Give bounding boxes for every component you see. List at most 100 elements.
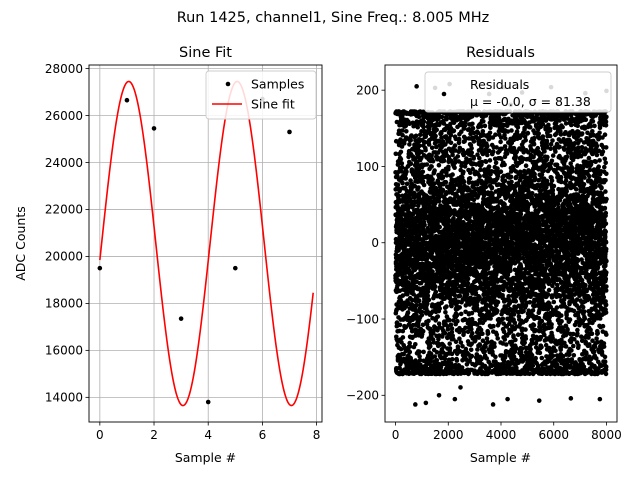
residual-point <box>407 349 413 355</box>
residual-point <box>508 174 514 180</box>
residual-point <box>432 354 438 359</box>
residual-point <box>400 128 405 133</box>
residual-point <box>457 336 462 342</box>
residual-point <box>523 327 528 332</box>
residuals-points-layer <box>393 81 609 407</box>
residual-point <box>447 346 453 351</box>
sine-fit-legend: Samples Sine fit <box>205 70 317 120</box>
residual-point <box>477 174 483 179</box>
residual-point <box>440 282 445 287</box>
residual-point <box>451 216 456 221</box>
residual-point <box>419 309 425 315</box>
residual-point <box>480 129 486 134</box>
residual-point <box>456 136 462 142</box>
residual-point <box>459 161 465 166</box>
residual-point <box>449 303 454 309</box>
residual-point <box>447 317 452 323</box>
residual-point <box>403 123 409 128</box>
residual-point <box>402 141 407 146</box>
residual-point <box>457 305 463 310</box>
residual-point <box>400 180 405 186</box>
residual-point <box>421 182 427 188</box>
residual-point <box>494 332 500 337</box>
residual-point <box>495 308 500 314</box>
residual-point <box>503 342 509 347</box>
residual-point <box>448 140 454 145</box>
residual-point <box>518 211 524 217</box>
sine-fit-x-tick-label: 2 <box>150 428 158 442</box>
residual-point <box>515 125 521 130</box>
residual-point <box>491 323 496 329</box>
sine-fit-x-tick-label: 6 <box>259 428 267 442</box>
residual-point <box>459 365 465 370</box>
legend-samples-label: Samples <box>251 77 304 92</box>
sample-point <box>287 129 292 135</box>
residual-point <box>405 310 411 315</box>
residual-point <box>430 309 435 314</box>
residual-point <box>458 311 464 317</box>
residual-point <box>470 331 475 336</box>
residual-point <box>504 151 510 156</box>
sine-fit-legend-box <box>205 70 317 120</box>
residual-point <box>430 315 435 321</box>
residual-point <box>477 343 483 348</box>
residual-point <box>420 179 426 184</box>
residual-point <box>428 343 433 349</box>
residual-point <box>513 337 518 343</box>
residual-point <box>404 136 409 141</box>
residual-point <box>479 159 485 165</box>
sample-point <box>97 265 103 271</box>
sine-fit-x-tick-label: 0 <box>96 428 104 442</box>
residual-point <box>468 347 474 353</box>
sine-fit-axes-frame <box>88 64 323 423</box>
residual-point <box>502 355 508 360</box>
residual-point <box>454 281 460 287</box>
residual-point <box>395 182 401 187</box>
residual-point <box>451 318 456 323</box>
residual-point <box>406 204 411 210</box>
residual-point <box>448 121 453 127</box>
residual-point <box>451 128 457 134</box>
residual-point <box>500 316 506 322</box>
residual-point <box>404 169 409 175</box>
residual-point <box>466 197 471 203</box>
residual-point <box>432 181 437 186</box>
residual-point <box>480 331 485 337</box>
residual-point <box>419 149 424 155</box>
residual-point <box>416 323 421 329</box>
residual-point <box>503 136 508 141</box>
residual-point <box>400 193 405 199</box>
residual-point <box>413 133 419 139</box>
residual-point <box>484 356 490 361</box>
residual-point <box>400 335 406 340</box>
residual-point <box>485 152 490 158</box>
residual-point <box>463 309 468 315</box>
residual-point <box>472 190 478 196</box>
residual-point <box>436 321 442 327</box>
residual-point <box>457 293 463 299</box>
residual-point <box>453 339 459 345</box>
residuals-title: Residuals <box>466 45 535 61</box>
residual-point <box>475 347 480 352</box>
residual-point <box>436 199 442 204</box>
residual-point <box>493 354 498 360</box>
residual-point <box>449 329 455 335</box>
residual-point <box>404 275 409 281</box>
residual-point <box>509 179 514 185</box>
residual-point <box>430 177 435 182</box>
residual-point <box>395 173 400 179</box>
residual-point <box>398 346 404 352</box>
sine-fit-y-tick-label: 20000 <box>45 250 83 264</box>
residual-point <box>394 119 400 125</box>
residual-point <box>486 148 492 154</box>
legend-samples-marker <box>225 81 231 87</box>
sine-fit-panel: Sine Fit 0 2 4 6 814000160001800020000220002… <box>13 45 323 465</box>
residual-point <box>478 167 483 173</box>
residual-point <box>421 349 426 355</box>
residual-point <box>428 359 434 364</box>
residual-point <box>434 350 440 355</box>
residual-point <box>416 185 421 190</box>
residual-point <box>445 335 450 341</box>
residual-point <box>522 340 527 345</box>
sample-point <box>124 97 130 103</box>
